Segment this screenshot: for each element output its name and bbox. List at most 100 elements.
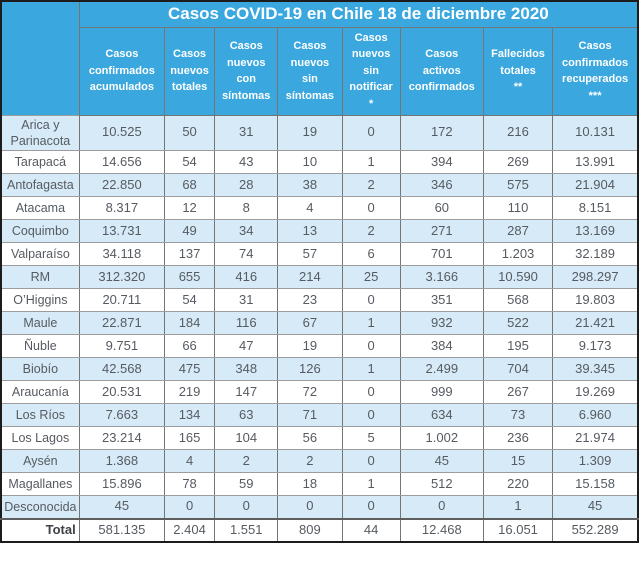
region-cell: Atacama <box>0 196 80 220</box>
value-cell: 2 <box>214 449 279 473</box>
value-cell: 8 <box>214 196 279 220</box>
value-cell: 2 <box>341 219 401 243</box>
value-cell: 220 <box>482 472 554 496</box>
value-cell: 22.871 <box>78 311 165 335</box>
value-cell: 6 <box>341 242 401 266</box>
value-cell: 28 <box>214 173 279 197</box>
value-cell: 236 <box>482 426 554 450</box>
value-cell: 6.960 <box>552 403 639 427</box>
value-cell: 1.368 <box>78 449 165 473</box>
value-cell: 4 <box>163 449 216 473</box>
value-cell: 575 <box>482 173 554 197</box>
value-cell: 5 <box>341 426 401 450</box>
value-cell: 1.002 <box>399 426 484 450</box>
value-cell: 49 <box>163 219 216 243</box>
total-value-cell: 16.051 <box>482 517 554 542</box>
value-cell: 18 <box>277 472 343 496</box>
value-cell: 31 <box>214 288 279 312</box>
title-row: Casos COVID-19 en Chile 18 de diciembre … <box>1 1 638 115</box>
value-cell: 19.803 <box>552 288 639 312</box>
value-cell: 15.896 <box>78 472 165 496</box>
value-cell: 10.131 <box>552 114 639 151</box>
value-cell: 50 <box>163 114 216 151</box>
column-header-row: Casos confirmados acumulados Casos nuevos… <box>1 26 639 116</box>
table-row: Maule 22.871 184 116 67 1 932 522 21.421 <box>0 311 639 335</box>
value-cell: 54 <box>163 150 216 174</box>
region-cell: Araucanía <box>0 380 80 404</box>
column-header: Casos nuevos totales <box>163 26 216 116</box>
value-cell: 21.974 <box>552 426 639 450</box>
total-row: Total 581.135 2.404 1.551 809 44 12.468 16.051 5… <box>0 517 639 542</box>
value-cell: 63 <box>214 403 279 427</box>
value-cell: 34 <box>214 219 279 243</box>
value-cell: 74 <box>214 242 279 266</box>
value-cell: 3.166 <box>399 265 484 289</box>
table-row: Los Lagos 23.214 165 104 56 5 1.002 236 21.974 <box>0 426 639 450</box>
region-cell: Desconocida <box>0 495 80 519</box>
table-row: Coquimbo 13.731 49 34 13 2 271 287 13.169 <box>0 219 639 243</box>
value-cell: 351 <box>399 288 484 312</box>
value-cell: 4 <box>277 196 343 220</box>
region-cell: Ñuble <box>0 334 80 358</box>
value-cell: 0 <box>399 495 484 519</box>
value-cell: 19 <box>277 114 343 151</box>
value-cell: 1.203 <box>482 242 554 266</box>
region-cell: Los Lagos <box>0 426 80 450</box>
value-cell: 1 <box>341 311 401 335</box>
region-cell: Magallanes <box>0 472 80 496</box>
value-cell: 21.904 <box>552 173 639 197</box>
value-cell: 0 <box>341 196 401 220</box>
value-cell: 0 <box>214 495 279 519</box>
value-cell: 195 <box>482 334 554 358</box>
value-cell: 0 <box>163 495 216 519</box>
value-cell: 269 <box>482 150 554 174</box>
value-cell: 12 <box>163 196 216 220</box>
region-cell: Aysén <box>0 449 80 473</box>
value-cell: 384 <box>399 334 484 358</box>
value-cell: 20.531 <box>78 380 165 404</box>
value-cell: 184 <box>163 311 216 335</box>
value-cell: 2 <box>341 173 401 197</box>
value-cell: 57 <box>277 242 343 266</box>
total-value-cell: 12.468 <box>399 517 484 542</box>
value-cell: 47 <box>214 334 279 358</box>
value-cell: 1 <box>341 150 401 174</box>
value-cell: 7.663 <box>78 403 165 427</box>
value-cell: 25 <box>341 265 401 289</box>
value-cell: 2 <box>277 449 343 473</box>
column-header: Casos nuevos sin notificar * <box>341 26 401 116</box>
region-cell: Valparaíso <box>0 242 80 266</box>
value-cell: 634 <box>399 403 484 427</box>
total-value-cell: 1.551 <box>214 517 279 542</box>
table-title: Casos COVID-19 en Chile 18 de diciembre … <box>78 1 638 28</box>
value-cell: 271 <box>399 219 484 243</box>
value-cell: 38 <box>277 173 343 197</box>
value-cell: 0 <box>341 334 401 358</box>
table-row: Antofagasta 22.850 68 28 38 2 346 575 21.904 <box>0 173 639 197</box>
table-row: Aysén 1.368 4 2 2 0 45 15 1.309 <box>0 449 639 473</box>
region-cell: Tarapacá <box>0 150 80 174</box>
table-row: Tarapacá 14.656 54 43 10 1 394 269 13.991 <box>0 150 639 174</box>
value-cell: 19 <box>277 334 343 358</box>
value-cell: 522 <box>482 311 554 335</box>
value-cell: 932 <box>399 311 484 335</box>
value-cell: 1 <box>341 472 401 496</box>
value-cell: 13.731 <box>78 219 165 243</box>
value-cell: 137 <box>163 242 216 266</box>
value-cell: 216 <box>482 114 554 151</box>
value-cell: 346 <box>399 173 484 197</box>
value-cell: 45 <box>399 449 484 473</box>
value-cell: 15 <box>482 449 554 473</box>
total-value-cell: 581.135 <box>78 517 165 542</box>
value-cell: 45 <box>552 495 639 519</box>
value-cell: 56 <box>277 426 343 450</box>
value-cell: 72 <box>277 380 343 404</box>
table-row: O’Higgins 20.711 54 31 23 0 351 568 19.803 <box>0 288 639 312</box>
table-row: Valparaíso 34.118 137 74 57 6 701 1.203 32.189 <box>0 242 639 266</box>
total-value-cell: 809 <box>277 517 343 542</box>
value-cell: 1 <box>482 495 554 519</box>
value-cell: 9.173 <box>552 334 639 358</box>
value-cell: 34.118 <box>78 242 165 266</box>
value-cell: 59 <box>214 472 279 496</box>
region-cell: Los Ríos <box>0 403 80 427</box>
